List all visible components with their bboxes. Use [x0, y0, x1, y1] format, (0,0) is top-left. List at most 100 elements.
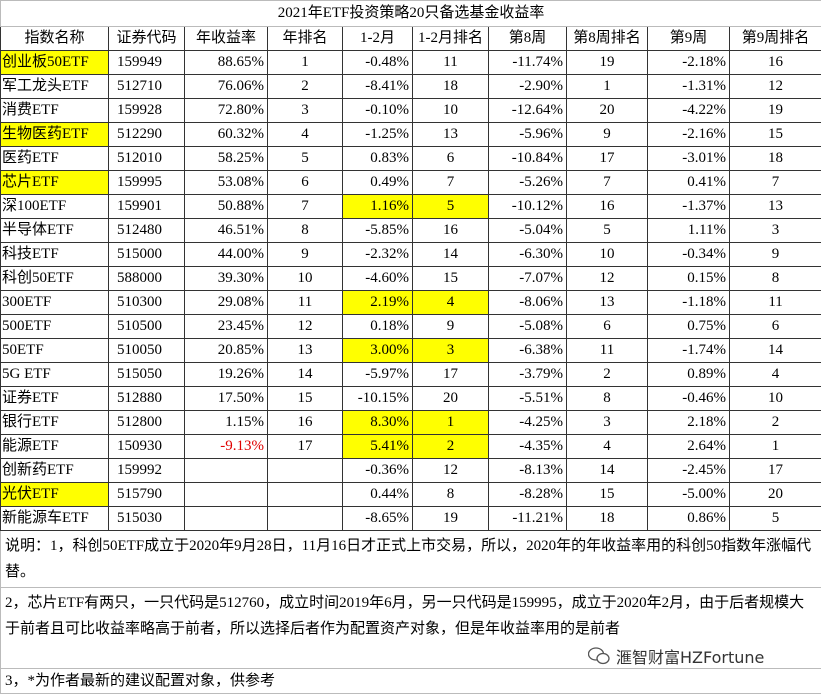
table-cell: 11: [268, 291, 343, 315]
table-cell: 150930: [109, 435, 185, 459]
table-cell: 1.11%: [648, 219, 730, 243]
table-cell: -10.12%: [489, 195, 567, 219]
table-cell: 12: [567, 267, 648, 291]
table-cell: 11: [413, 51, 489, 75]
table-cell: 7: [268, 195, 343, 219]
table-cell: 1: [413, 411, 489, 435]
table-cell: -2.45%: [648, 459, 730, 483]
table-cell: 23.45%: [185, 315, 268, 339]
table-cell: -4.22%: [648, 99, 730, 123]
table-cell: 44.00%: [185, 243, 268, 267]
table-cell: 515050: [109, 363, 185, 387]
table-cell: 2: [413, 435, 489, 459]
table-cell: 159992: [109, 459, 185, 483]
table-cell: 16: [268, 411, 343, 435]
table-cell: 2: [730, 411, 821, 435]
table-cell: 1: [567, 75, 648, 99]
table-cell: 2.18%: [648, 411, 730, 435]
table-cell: 1: [268, 51, 343, 75]
table-cell: 医药ETF: [1, 147, 109, 171]
column-header: 第9周排名: [730, 27, 821, 51]
table-cell: 29.08%: [185, 291, 268, 315]
table-cell: 20: [413, 387, 489, 411]
table-cell: 光伏ETF: [1, 483, 109, 507]
table-cell: 3.00%: [343, 339, 413, 363]
table-cell: 9: [268, 243, 343, 267]
table-cell: 17.50%: [185, 387, 268, 411]
table-cell: 510500: [109, 315, 185, 339]
table-cell: 深100ETF: [1, 195, 109, 219]
table-cell: 9: [730, 243, 821, 267]
table-cell: 0.83%: [343, 147, 413, 171]
table-cell: -1.74%: [648, 339, 730, 363]
table-cell: 512880: [109, 387, 185, 411]
table-cell: -3.79%: [489, 363, 567, 387]
table-cell: [268, 459, 343, 483]
table-cell: 3: [268, 99, 343, 123]
table-cell: -5.00%: [648, 483, 730, 507]
table-cell: 8: [730, 267, 821, 291]
table-cell: 创业板50ETF: [1, 51, 109, 75]
table-cell: -6.30%: [489, 243, 567, 267]
table-cell: 14: [268, 363, 343, 387]
table-cell: -8.06%: [489, 291, 567, 315]
table-cell: 13: [268, 339, 343, 363]
table-cell: 159995: [109, 171, 185, 195]
table-cell: -2.18%: [648, 51, 730, 75]
table-cell: 5G ETF: [1, 363, 109, 387]
table-cell: -6.38%: [489, 339, 567, 363]
table-cell: 军工龙头ETF: [1, 75, 109, 99]
column-header: 年排名: [268, 27, 343, 51]
table-cell: 0.44%: [343, 483, 413, 507]
table-cell: 50ETF: [1, 339, 109, 363]
table-cell: 10: [567, 243, 648, 267]
column-header: 1-2月排名: [413, 27, 489, 51]
table-cell: -2.90%: [489, 75, 567, 99]
table-cell: 半导体ETF: [1, 219, 109, 243]
table-cell: 512710: [109, 75, 185, 99]
table-cell: -12.64%: [489, 99, 567, 123]
table-cell: 5: [730, 507, 821, 531]
table-cell: 46.51%: [185, 219, 268, 243]
table-cell: -5.51%: [489, 387, 567, 411]
table-cell: -1.25%: [343, 123, 413, 147]
table-cell: 消费ETF: [1, 99, 109, 123]
table-cell: 15: [413, 267, 489, 291]
table-cell: -8.41%: [343, 75, 413, 99]
table-cell: -11.21%: [489, 507, 567, 531]
table-cell: 15: [567, 483, 648, 507]
table-cell: 512290: [109, 123, 185, 147]
table-cell: 0.15%: [648, 267, 730, 291]
table-cell: [185, 483, 268, 507]
table-cell: -9.13%: [185, 435, 268, 459]
table-cell: 159928: [109, 99, 185, 123]
table-cell: 2: [567, 363, 648, 387]
table-cell: 4: [567, 435, 648, 459]
table-cell: 18: [413, 75, 489, 99]
table-cell: 16: [730, 51, 821, 75]
table-title: 2021年ETF投资策略20只备选基金收益率: [1, 1, 821, 27]
table-cell: 5: [413, 195, 489, 219]
table-cell: 15: [268, 387, 343, 411]
table-cell: -4.35%: [489, 435, 567, 459]
table-cell: -0.48%: [343, 51, 413, 75]
table-cell: 3: [567, 411, 648, 435]
table-cell: -7.07%: [489, 267, 567, 291]
table-cell: 13: [730, 195, 821, 219]
table-cell: 6: [730, 315, 821, 339]
table-cell: 7: [413, 171, 489, 195]
table-cell: 512010: [109, 147, 185, 171]
table-cell: 11: [730, 291, 821, 315]
table-cell: -10.15%: [343, 387, 413, 411]
table-cell: -0.36%: [343, 459, 413, 483]
table-cell: 12: [268, 315, 343, 339]
